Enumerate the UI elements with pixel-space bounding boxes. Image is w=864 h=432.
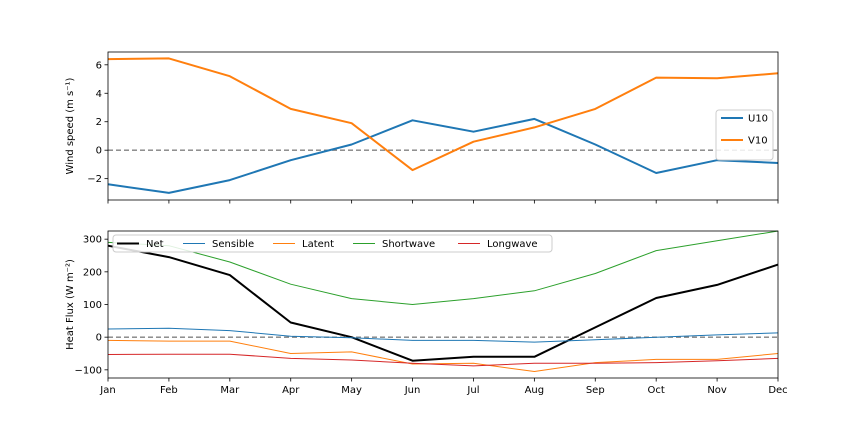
flux-legend-box — [112, 234, 553, 253]
flux-xtick-label: Mar — [220, 385, 240, 396]
flux-xtick-label: Jan — [99, 385, 115, 396]
flux-ytick-label: −100 — [75, 365, 102, 376]
wind-legend-label-v10: V10 — [748, 136, 768, 147]
flux-xtick-label: Feb — [160, 385, 178, 396]
flux-series-shortwave — [107, 230, 779, 305]
flux-series-longwave — [107, 353, 779, 367]
flux-xtick-label: Dec — [768, 385, 787, 396]
wind-speed-y-axis-label: Wind speed (m s⁻¹) — [65, 77, 76, 174]
flux-ytick-label: 200 — [83, 267, 102, 278]
wind-ytick-label: −2 — [87, 174, 102, 185]
wind-ytick-label: 2 — [96, 117, 102, 128]
flux-ytick-label: 0 — [96, 333, 102, 344]
heat-flux-panel: −100 0 100 200 300 Jan Feb Mar Apr May Jun Jul Aug Se… — [65, 230, 788, 396]
flux-series-net — [107, 244, 779, 362]
wind-ytick-label: 0 — [96, 146, 102, 157]
wind-legend-box — [715, 109, 774, 161]
flux-ytick-label: 100 — [83, 300, 102, 311]
flux-xtick-label: Oct — [648, 385, 665, 396]
wind-series-v10 — [107, 57, 779, 172]
flux-xtick-label: Aug — [525, 385, 545, 396]
wind-speed-panel: −2 0 2 4 6 Wind speed (m s⁻¹) U10 V10 — [65, 51, 779, 204]
flux-xtick-label: Jul — [466, 385, 479, 396]
wind-series-u10 — [107, 117, 779, 194]
flux-xtick-label: May — [341, 385, 362, 396]
flux-legend-label-latent: Latent — [302, 239, 334, 250]
wind-ytick-label: 6 — [96, 60, 102, 71]
flux-legend-label-sensible: Sensible — [212, 239, 254, 250]
flux-legend-label-net: Net — [146, 239, 164, 250]
heat-flux-y-axis-label: Heat Flux (W m⁻²) — [65, 259, 76, 350]
flux-ytick-label: 300 — [83, 235, 102, 246]
wind-legend-label-u10: U10 — [748, 114, 768, 125]
wind-ytick-label: 4 — [96, 89, 102, 100]
flux-xtick-label: Sep — [586, 385, 605, 396]
flux-series-sensible — [107, 327, 779, 343]
flux-series-latent — [107, 339, 779, 372]
heat-flux-axes-frame — [107, 230, 779, 379]
flux-xtick-label: Apr — [282, 385, 300, 396]
wind-speed-axes-frame — [107, 51, 779, 201]
flux-legend-label-longwave: Longwave — [487, 239, 538, 250]
flux-legend-label-shortwave: Shortwave — [382, 239, 435, 250]
flux-xtick-label: Jun — [404, 385, 421, 396]
flux-xtick-label: Nov — [707, 385, 727, 396]
